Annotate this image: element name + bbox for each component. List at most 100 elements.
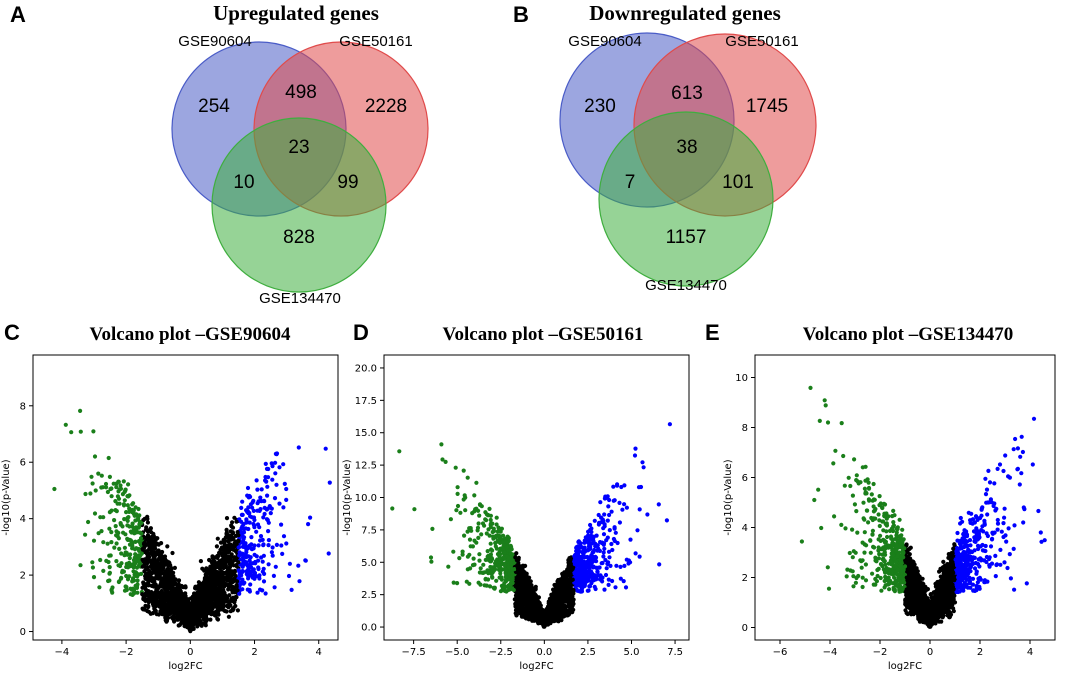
point-ns xyxy=(215,596,220,601)
point-ns xyxy=(226,600,231,605)
point-up xyxy=(624,557,629,562)
point-up xyxy=(323,446,328,451)
point-down xyxy=(476,535,481,541)
point-up xyxy=(270,553,275,558)
point-down xyxy=(92,454,98,459)
venn-b-label-gse90604: GSE90604 xyxy=(568,33,641,50)
point-ns xyxy=(176,578,181,583)
point-ns xyxy=(209,608,214,613)
point-down xyxy=(122,545,127,550)
point-ns xyxy=(170,609,176,614)
point-down xyxy=(126,515,131,520)
point-down xyxy=(484,531,489,536)
point-up xyxy=(236,568,241,573)
point-ns xyxy=(154,612,159,617)
point-ns xyxy=(148,544,153,549)
panel-letter-a: A xyxy=(10,2,26,27)
point-down xyxy=(93,488,98,493)
point-up xyxy=(280,551,285,557)
point-down xyxy=(430,526,435,532)
point-up xyxy=(269,461,274,466)
point-down xyxy=(88,491,93,496)
point-up xyxy=(297,579,302,584)
point-up xyxy=(240,569,246,574)
point-up xyxy=(606,504,611,509)
point-down xyxy=(114,541,119,546)
point-ns xyxy=(193,584,198,589)
point-ns xyxy=(149,534,154,540)
point-up xyxy=(264,517,270,522)
point-down xyxy=(113,508,118,513)
point-down xyxy=(484,583,489,588)
point-ns xyxy=(167,560,172,565)
point-ns xyxy=(203,599,208,604)
panel-letter-d: D xyxy=(353,320,369,345)
point-up xyxy=(607,497,612,503)
point-up xyxy=(613,530,618,535)
point-ns xyxy=(229,537,234,542)
point-up xyxy=(605,494,610,499)
point-ns xyxy=(144,536,150,541)
point-down xyxy=(139,571,144,577)
point-down xyxy=(133,583,138,588)
point-up xyxy=(579,589,585,594)
point-ns xyxy=(208,604,213,609)
point-down xyxy=(123,584,128,589)
point-ns xyxy=(203,610,209,615)
point-down xyxy=(107,570,112,575)
point-ns xyxy=(140,592,145,597)
point-up xyxy=(236,545,242,550)
point-down xyxy=(107,474,112,479)
point-ns xyxy=(185,602,190,607)
point-up xyxy=(263,591,268,596)
point-up xyxy=(252,552,257,557)
point-down xyxy=(99,529,104,534)
point-ns xyxy=(151,603,156,609)
volcano-c-title: Volcano plot –GSE90604 xyxy=(90,324,291,345)
point-ns xyxy=(177,622,182,628)
point-up xyxy=(593,541,598,547)
point-ns xyxy=(160,612,165,617)
point-ns xyxy=(140,557,145,562)
venn-a-circle-gse134470 xyxy=(211,117,387,293)
point-ns xyxy=(200,605,205,610)
point-down xyxy=(101,515,106,520)
point-ns xyxy=(154,591,159,596)
point-up xyxy=(255,487,260,492)
point-up xyxy=(605,535,610,540)
point-ns xyxy=(234,519,239,524)
point-ns xyxy=(566,604,572,609)
point-up xyxy=(667,422,673,427)
point-up xyxy=(242,535,247,540)
point-down xyxy=(107,565,112,570)
point-up xyxy=(244,517,249,522)
point-ns xyxy=(176,610,181,615)
point-down xyxy=(489,547,494,552)
point-up xyxy=(256,558,261,563)
point-down xyxy=(460,549,465,554)
point-down xyxy=(52,486,57,492)
point-ns xyxy=(215,617,221,622)
point-up xyxy=(256,499,261,504)
point-ns xyxy=(165,544,170,549)
point-ns xyxy=(219,563,224,568)
point-up xyxy=(274,482,279,487)
point-down xyxy=(461,468,466,473)
point-ns xyxy=(212,582,217,587)
point-up xyxy=(284,497,289,502)
point-ns xyxy=(219,569,224,574)
point-down xyxy=(488,517,493,523)
point-up xyxy=(246,576,251,581)
point-ns xyxy=(184,618,189,623)
point-down xyxy=(121,479,126,484)
point-down xyxy=(479,532,484,537)
point-ns xyxy=(163,597,169,602)
point-up xyxy=(265,484,270,489)
venn-b-circle-gse134470 xyxy=(598,111,774,287)
point-down xyxy=(127,556,132,561)
point-up xyxy=(261,542,266,547)
point-ns xyxy=(143,576,148,581)
point-up xyxy=(241,581,246,586)
point-up xyxy=(243,526,248,531)
point-up xyxy=(602,524,607,529)
